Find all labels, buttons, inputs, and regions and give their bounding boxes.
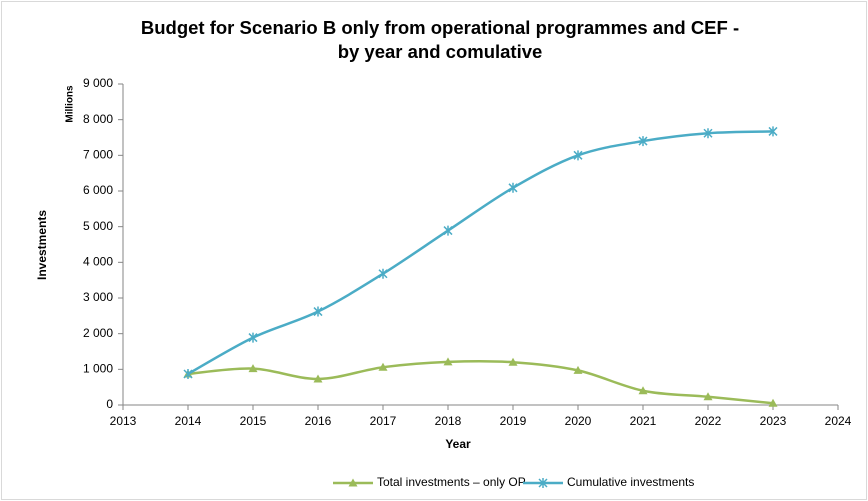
y-tick-label: 8 000 <box>83 112 113 126</box>
marker <box>313 374 323 383</box>
x-axis-title: Year <box>445 437 471 451</box>
marker <box>248 364 258 373</box>
y-tick-label: 2 000 <box>83 326 113 340</box>
marker <box>508 357 518 366</box>
marker <box>313 306 323 317</box>
legend-label: Total investments – only OP <box>377 475 526 489</box>
y-tick-label: 6 000 <box>83 183 113 197</box>
x-tick-label: 2023 <box>760 414 787 428</box>
marker <box>508 182 518 193</box>
marker <box>183 368 193 379</box>
x-tick-label: 2021 <box>630 414 657 428</box>
legend-marker <box>538 478 548 488</box>
marker <box>703 392 713 401</box>
x-tick-label: 2018 <box>435 414 462 428</box>
marker <box>378 362 388 371</box>
legend-label: Cumulative investments <box>567 475 694 489</box>
marker <box>378 268 388 279</box>
y-tick-label: 0 <box>106 397 113 411</box>
marker <box>248 332 258 343</box>
x-tick-label: 2016 <box>305 414 332 428</box>
y-tick-label: 9 000 <box>83 76 113 90</box>
marker <box>443 357 453 366</box>
y-tick-label: 4 000 <box>83 255 113 269</box>
y-tick-label: 7 000 <box>83 148 113 162</box>
series-line <box>187 130 774 376</box>
x-tick-label: 2020 <box>565 414 592 428</box>
marker <box>768 398 778 407</box>
series-line <box>187 359 774 405</box>
marker <box>638 386 648 395</box>
marker <box>443 225 453 236</box>
x-tick-label: 2024 <box>825 414 852 428</box>
marker <box>703 128 713 139</box>
x-tick-label: 2017 <box>370 414 397 428</box>
x-tick-label: 2014 <box>175 414 202 428</box>
y-axis-title: Investments <box>35 210 49 280</box>
x-tick-label: 2015 <box>240 414 267 428</box>
marker <box>638 136 648 147</box>
x-tick-label: 2022 <box>695 414 722 428</box>
x-tick-label: 2013 <box>110 414 137 428</box>
y-unit: Millions <box>65 85 76 123</box>
y-tick-label: 1 000 <box>83 362 113 376</box>
y-tick-label: 3 000 <box>83 290 113 304</box>
y-tick-label: 5 000 <box>83 219 113 233</box>
legend-marker <box>348 478 358 487</box>
marker <box>573 150 583 161</box>
x-tick-label: 2019 <box>500 414 527 428</box>
chart-title: Budget for Scenario B only from operatio… <box>140 17 740 62</box>
marker <box>768 126 778 137</box>
marker <box>573 365 583 374</box>
